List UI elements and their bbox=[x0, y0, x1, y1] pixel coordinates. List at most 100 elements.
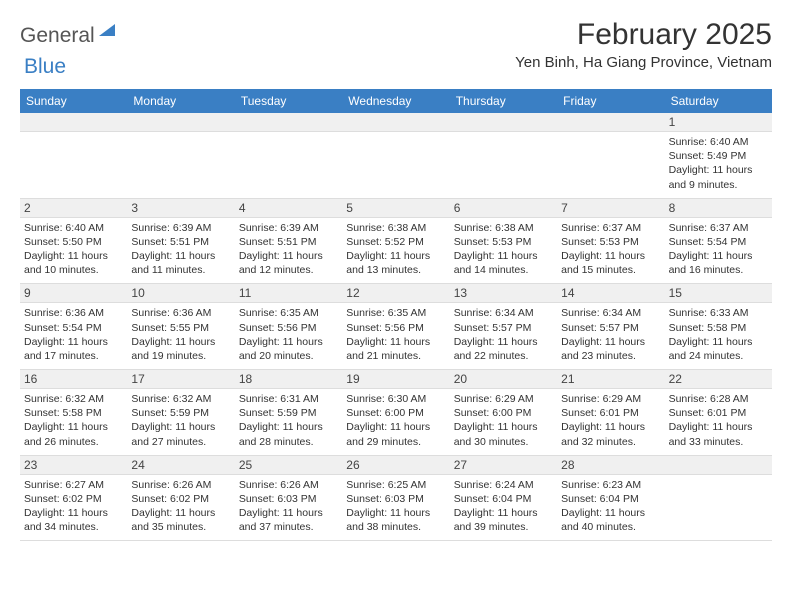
day-number bbox=[665, 456, 772, 474]
sunset-text: Sunset: 5:53 PM bbox=[454, 235, 553, 249]
week-row: Sunrise: 6:27 AMSunset: 6:02 PMDaylight:… bbox=[20, 475, 772, 542]
sunset-text: Sunset: 5:59 PM bbox=[239, 406, 338, 420]
day-cell: Sunrise: 6:32 AMSunset: 5:59 PMDaylight:… bbox=[127, 389, 234, 455]
daylight-text: Daylight: 11 hours and 35 minutes. bbox=[131, 506, 230, 534]
sunrise-text: Sunrise: 6:28 AM bbox=[669, 392, 768, 406]
day-cell: Sunrise: 6:29 AMSunset: 6:01 PMDaylight:… bbox=[557, 389, 664, 455]
day-cell: Sunrise: 6:37 AMSunset: 5:53 PMDaylight:… bbox=[557, 218, 664, 284]
day-cell: Sunrise: 6:38 AMSunset: 5:52 PMDaylight:… bbox=[342, 218, 449, 284]
day-number: 16 bbox=[20, 370, 127, 388]
sunrise-text: Sunrise: 6:27 AM bbox=[24, 478, 123, 492]
weekday-label: Saturday bbox=[665, 89, 772, 113]
day-cell: Sunrise: 6:36 AMSunset: 5:54 PMDaylight:… bbox=[20, 303, 127, 369]
day-number: 15 bbox=[665, 284, 772, 302]
day-number: 10 bbox=[127, 284, 234, 302]
sunrise-text: Sunrise: 6:37 AM bbox=[669, 221, 768, 235]
daylight-text: Daylight: 11 hours and 32 minutes. bbox=[561, 420, 660, 448]
empty-cell bbox=[450, 132, 557, 198]
calendar: Sunday Monday Tuesday Wednesday Thursday… bbox=[20, 89, 772, 541]
day-cell: Sunrise: 6:26 AMSunset: 6:03 PMDaylight:… bbox=[235, 475, 342, 541]
sunset-text: Sunset: 5:56 PM bbox=[346, 321, 445, 335]
daylight-text: Daylight: 11 hours and 15 minutes. bbox=[561, 249, 660, 277]
daylight-text: Daylight: 11 hours and 30 minutes. bbox=[454, 420, 553, 448]
sunset-text: Sunset: 6:00 PM bbox=[454, 406, 553, 420]
day-number bbox=[342, 113, 449, 131]
weekday-label: Thursday bbox=[450, 89, 557, 113]
week-row: Sunrise: 6:36 AMSunset: 5:54 PMDaylight:… bbox=[20, 303, 772, 370]
day-cell: Sunrise: 6:32 AMSunset: 5:58 PMDaylight:… bbox=[20, 389, 127, 455]
day-number: 9 bbox=[20, 284, 127, 302]
weekday-label: Friday bbox=[557, 89, 664, 113]
day-number: 12 bbox=[342, 284, 449, 302]
sunrise-text: Sunrise: 6:26 AM bbox=[239, 478, 338, 492]
sunset-text: Sunset: 5:58 PM bbox=[669, 321, 768, 335]
daylight-text: Daylight: 11 hours and 38 minutes. bbox=[346, 506, 445, 534]
daylight-text: Daylight: 11 hours and 28 minutes. bbox=[239, 420, 338, 448]
day-number bbox=[127, 113, 234, 131]
sunset-text: Sunset: 6:01 PM bbox=[669, 406, 768, 420]
day-cell: Sunrise: 6:23 AMSunset: 6:04 PMDaylight:… bbox=[557, 475, 664, 541]
sunrise-text: Sunrise: 6:34 AM bbox=[454, 306, 553, 320]
sunrise-text: Sunrise: 6:29 AM bbox=[454, 392, 553, 406]
day-cell: Sunrise: 6:39 AMSunset: 5:51 PMDaylight:… bbox=[127, 218, 234, 284]
sunrise-text: Sunrise: 6:40 AM bbox=[24, 221, 123, 235]
week-row: Sunrise: 6:40 AMSunset: 5:49 PMDaylight:… bbox=[20, 132, 772, 199]
day-cell: Sunrise: 6:40 AMSunset: 5:50 PMDaylight:… bbox=[20, 218, 127, 284]
daynum-row: 232425262728 bbox=[20, 456, 772, 475]
day-cell: Sunrise: 6:26 AMSunset: 6:02 PMDaylight:… bbox=[127, 475, 234, 541]
sunset-text: Sunset: 5:51 PM bbox=[239, 235, 338, 249]
logo-text-blue: Blue bbox=[24, 55, 66, 78]
daylight-text: Daylight: 11 hours and 33 minutes. bbox=[669, 420, 768, 448]
empty-cell bbox=[20, 132, 127, 198]
day-number: 22 bbox=[665, 370, 772, 388]
sunset-text: Sunset: 6:02 PM bbox=[131, 492, 230, 506]
sunrise-text: Sunrise: 6:26 AM bbox=[131, 478, 230, 492]
daylight-text: Daylight: 11 hours and 17 minutes. bbox=[24, 335, 123, 363]
empty-cell bbox=[235, 132, 342, 198]
day-number: 26 bbox=[342, 456, 449, 474]
day-number: 24 bbox=[127, 456, 234, 474]
day-number: 2 bbox=[20, 199, 127, 217]
day-number: 4 bbox=[235, 199, 342, 217]
sunset-text: Sunset: 5:51 PM bbox=[131, 235, 230, 249]
sunrise-text: Sunrise: 6:31 AM bbox=[239, 392, 338, 406]
day-cell: Sunrise: 6:39 AMSunset: 5:51 PMDaylight:… bbox=[235, 218, 342, 284]
day-number bbox=[235, 113, 342, 131]
day-cell: Sunrise: 6:33 AMSunset: 5:58 PMDaylight:… bbox=[665, 303, 772, 369]
sunset-text: Sunset: 6:01 PM bbox=[561, 406, 660, 420]
day-cell: Sunrise: 6:31 AMSunset: 5:59 PMDaylight:… bbox=[235, 389, 342, 455]
daylight-text: Daylight: 11 hours and 13 minutes. bbox=[346, 249, 445, 277]
sunrise-text: Sunrise: 6:36 AM bbox=[131, 306, 230, 320]
sunset-text: Sunset: 5:54 PM bbox=[669, 235, 768, 249]
sunrise-text: Sunrise: 6:34 AM bbox=[561, 306, 660, 320]
sunset-text: Sunset: 5:50 PM bbox=[24, 235, 123, 249]
day-cell: Sunrise: 6:34 AMSunset: 5:57 PMDaylight:… bbox=[450, 303, 557, 369]
day-number: 27 bbox=[450, 456, 557, 474]
sunrise-text: Sunrise: 6:24 AM bbox=[454, 478, 553, 492]
day-number: 6 bbox=[450, 199, 557, 217]
day-number: 23 bbox=[20, 456, 127, 474]
daylight-text: Daylight: 11 hours and 11 minutes. bbox=[131, 249, 230, 277]
sunset-text: Sunset: 6:02 PM bbox=[24, 492, 123, 506]
day-cell: Sunrise: 6:29 AMSunset: 6:00 PMDaylight:… bbox=[450, 389, 557, 455]
day-number: 14 bbox=[557, 284, 664, 302]
weekday-label: Wednesday bbox=[342, 89, 449, 113]
sunset-text: Sunset: 6:04 PM bbox=[454, 492, 553, 506]
empty-cell bbox=[342, 132, 449, 198]
sunrise-text: Sunrise: 6:36 AM bbox=[24, 306, 123, 320]
day-number: 21 bbox=[557, 370, 664, 388]
day-cell: Sunrise: 6:27 AMSunset: 6:02 PMDaylight:… bbox=[20, 475, 127, 541]
daynum-row: 16171819202122 bbox=[20, 370, 772, 389]
sunrise-text: Sunrise: 6:32 AM bbox=[24, 392, 123, 406]
daylight-text: Daylight: 11 hours and 14 minutes. bbox=[454, 249, 553, 277]
day-number: 25 bbox=[235, 456, 342, 474]
day-number: 13 bbox=[450, 284, 557, 302]
day-number: 18 bbox=[235, 370, 342, 388]
daynum-row: 2345678 bbox=[20, 199, 772, 218]
week-row: Sunrise: 6:40 AMSunset: 5:50 PM Daylight:… bbox=[20, 218, 772, 285]
daylight-text: Daylight: 11 hours and 26 minutes. bbox=[24, 420, 123, 448]
empty-cell bbox=[665, 475, 772, 541]
day-cell: Sunrise: 6:35 AMSunset: 5:56 PMDaylight:… bbox=[235, 303, 342, 369]
day-cell: Sunrise: 6:34 AMSunset: 5:57 PMDaylight:… bbox=[557, 303, 664, 369]
day-cell: Sunrise: 6:24 AMSunset: 6:04 PMDaylight:… bbox=[450, 475, 557, 541]
